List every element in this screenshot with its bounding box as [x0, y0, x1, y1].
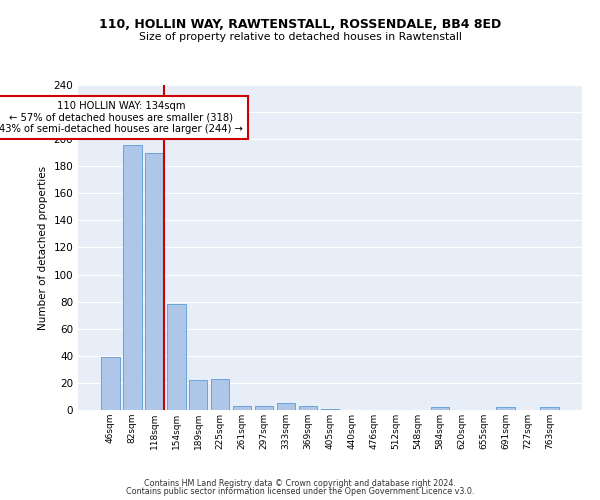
Text: Contains public sector information licensed under the Open Government Licence v3: Contains public sector information licen…	[126, 487, 474, 496]
Bar	[233, 406, 251, 410]
Bar	[189, 380, 208, 410]
Text: Contains HM Land Registry data © Crown copyright and database right 2024.: Contains HM Land Registry data © Crown c…	[144, 478, 456, 488]
Bar	[299, 406, 317, 410]
Text: 110, HOLLIN WAY, RAWTENSTALL, ROSSENDALE, BB4 8ED: 110, HOLLIN WAY, RAWTENSTALL, ROSSENDALE…	[99, 18, 501, 30]
Text: Size of property relative to detached houses in Rawtenstall: Size of property relative to detached ho…	[139, 32, 461, 42]
Y-axis label: Number of detached properties: Number of detached properties	[38, 166, 48, 330]
Bar	[101, 357, 119, 410]
Bar	[145, 152, 164, 410]
Bar	[211, 379, 229, 410]
Bar	[277, 403, 295, 410]
Bar	[541, 408, 559, 410]
Bar	[123, 144, 142, 410]
Bar	[167, 304, 185, 410]
Bar	[496, 408, 515, 410]
Bar	[320, 408, 340, 410]
Text: 110 HOLLIN WAY: 134sqm
← 57% of detached houses are smaller (318)
43% of semi-de: 110 HOLLIN WAY: 134sqm ← 57% of detached…	[0, 101, 243, 134]
Bar	[255, 406, 274, 410]
Bar	[431, 408, 449, 410]
